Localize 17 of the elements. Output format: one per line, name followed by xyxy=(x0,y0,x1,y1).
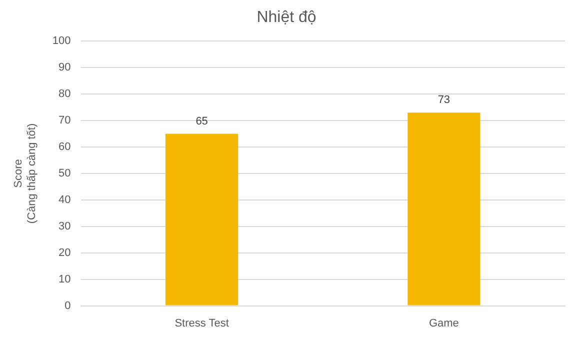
y-tick-label: 0 xyxy=(64,300,71,312)
y-tick-label: 80 xyxy=(58,88,71,100)
y-tick-label: 60 xyxy=(58,141,71,154)
y-tick-label: 70 xyxy=(58,114,71,127)
y-tick-label: 40 xyxy=(58,194,71,206)
data-label: 65 xyxy=(196,115,208,128)
chart-title: Nhiệt độ xyxy=(256,9,316,26)
y-tick-label: 100 xyxy=(52,35,71,48)
y-tick-label: 10 xyxy=(58,273,71,286)
data-label: 73 xyxy=(438,94,450,106)
y-axis-title: Score (Càng thấp càng tốt) xyxy=(12,123,38,224)
y-tick-label: 20 xyxy=(58,246,71,259)
x-tick-label: Game xyxy=(428,317,459,330)
x-tick-label: Stress Test xyxy=(174,317,229,330)
y-tick-label: 50 xyxy=(58,168,71,180)
y-tick-label: 30 xyxy=(58,220,71,232)
y-tick-label: 90 xyxy=(58,62,71,74)
